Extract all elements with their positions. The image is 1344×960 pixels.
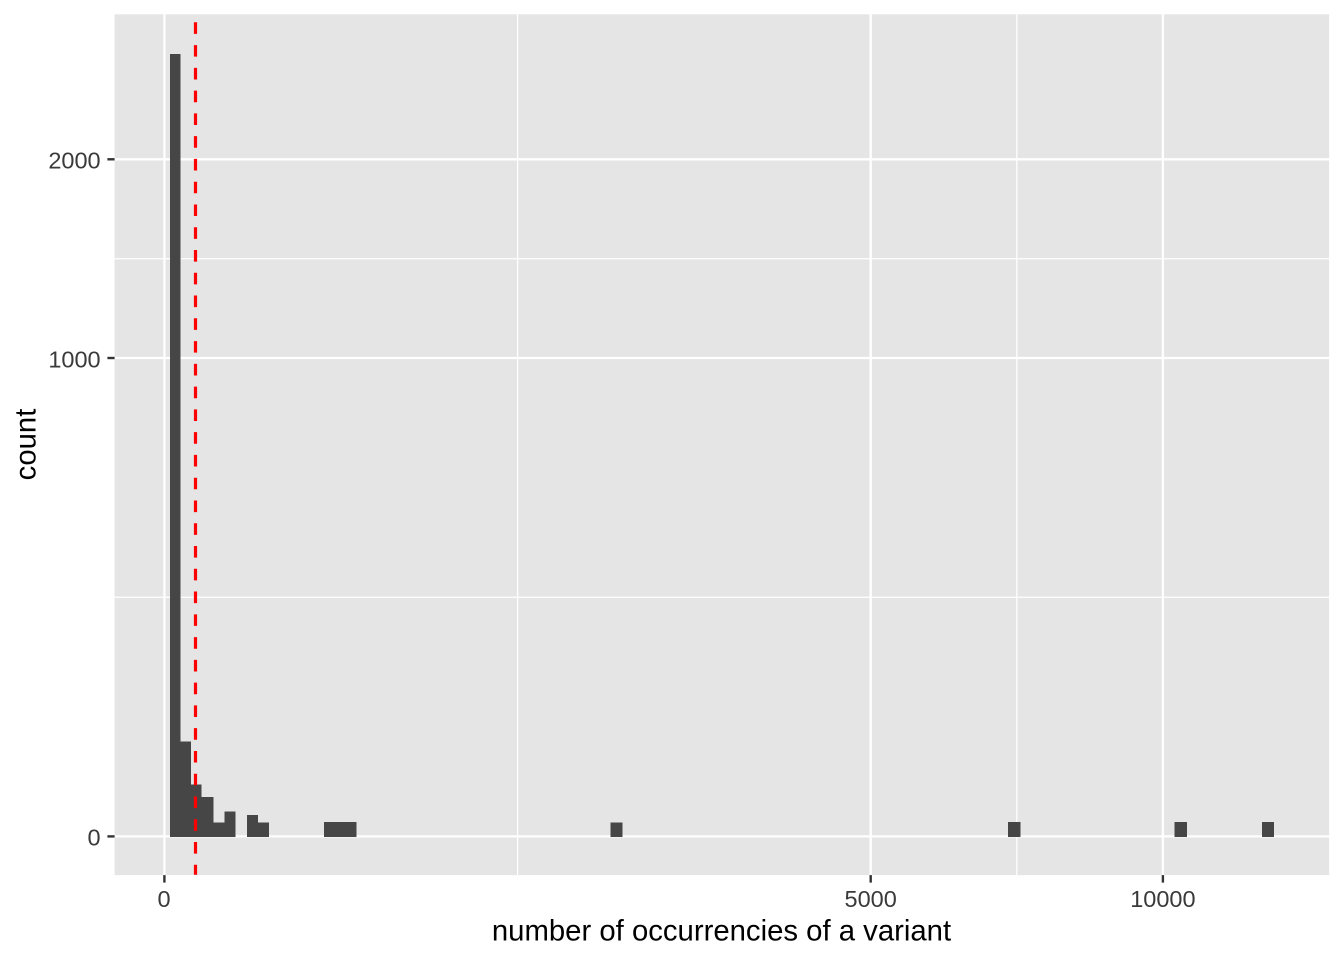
svg-text:count: count <box>10 409 43 481</box>
svg-text:10000: 10000 <box>1130 886 1195 912</box>
svg-text:5000: 5000 <box>845 886 897 912</box>
svg-text:1000: 1000 <box>48 346 100 372</box>
svg-text:2000: 2000 <box>48 148 100 174</box>
svg-text:0: 0 <box>157 886 170 912</box>
svg-text:0: 0 <box>88 825 101 851</box>
svg-text:number of occurrencies of a va: number of occurrencies of a variant <box>492 914 951 947</box>
